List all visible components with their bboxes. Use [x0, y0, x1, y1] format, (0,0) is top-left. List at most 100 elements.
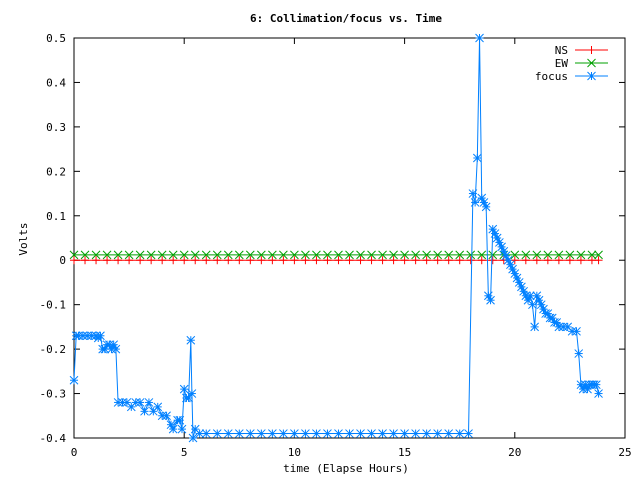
y-tick-label: -0.4 — [40, 432, 67, 445]
data-point-ns — [334, 256, 343, 265]
data-point-focus — [201, 429, 211, 438]
data-point-ew — [378, 250, 387, 260]
data-point-ew — [312, 250, 321, 260]
data-point-focus — [301, 429, 310, 438]
data-point-focus — [96, 331, 105, 341]
data-point-focus — [356, 429, 365, 438]
data-point-ew — [422, 250, 431, 260]
data-point-ns — [378, 256, 387, 265]
series-focus — [69, 33, 603, 443]
data-point-ew — [245, 250, 255, 260]
data-point-ew — [532, 250, 542, 260]
data-point-focus — [367, 429, 376, 438]
data-point-ew — [356, 250, 365, 260]
data-point-focus — [279, 429, 288, 438]
data-point-focus — [69, 375, 79, 385]
axes-layer — [73, 37, 626, 439]
x-tick-label: 0 — [71, 446, 78, 459]
data-point-ns — [191, 256, 200, 265]
x-tick-label: 25 — [618, 446, 631, 459]
data-point-focus — [153, 402, 163, 412]
data-point-focus — [534, 295, 544, 305]
data-point-ew — [334, 250, 343, 260]
data-point-focus — [567, 326, 577, 336]
data-point-ns — [521, 256, 530, 265]
y-tick-label: -0.3 — [40, 388, 67, 401]
data-point-ew — [157, 250, 167, 260]
data-point-focus — [591, 380, 601, 390]
data-point-ew — [433, 250, 443, 260]
data-point-ew — [113, 250, 123, 260]
data-point-ns — [594, 256, 603, 265]
data-point-focus — [177, 424, 187, 434]
data-point-ew — [367, 250, 376, 260]
data-point-ns — [125, 256, 134, 265]
data-point-focus — [444, 429, 454, 438]
data-point-ew — [400, 250, 409, 260]
data-point-focus — [175, 415, 185, 425]
data-point-ns — [422, 256, 431, 265]
data-point-ns — [576, 256, 585, 265]
data-point-focus — [400, 429, 409, 438]
data-point-ns — [400, 256, 409, 265]
data-point-ew — [488, 250, 498, 260]
data-point-focus — [464, 429, 473, 438]
data-point-focus — [184, 393, 193, 403]
data-point-focus — [148, 406, 158, 416]
data-point-focus — [212, 429, 222, 438]
series-ew — [69, 250, 603, 260]
data-point-focus — [422, 429, 431, 438]
x-tick-label: 10 — [288, 446, 301, 459]
data-point-ns — [213, 256, 222, 265]
data-point-ns — [323, 256, 332, 265]
data-point-ns — [224, 256, 233, 265]
legend-label-ew: EW — [555, 57, 569, 70]
data-point-ns — [180, 256, 189, 265]
data-point-focus — [530, 322, 539, 332]
data-point-focus — [179, 384, 189, 394]
y-tick-label: 0.4 — [46, 76, 66, 89]
data-point-focus — [334, 429, 343, 438]
data-point-ns — [70, 256, 78, 265]
data-point-ns — [543, 256, 552, 265]
data-point-focus — [186, 335, 196, 345]
data-point-ew — [212, 250, 222, 260]
data-point-ns — [103, 256, 112, 265]
legend-label-focus: focus — [535, 70, 568, 83]
data-point-focus — [455, 429, 465, 438]
data-point-ew — [587, 250, 597, 260]
legend-marker-ew — [587, 58, 596, 68]
data-point-ew — [554, 250, 564, 260]
data-point-focus — [468, 189, 478, 198]
data-point-focus — [475, 33, 484, 43]
data-point-focus — [528, 300, 537, 310]
data-point-focus — [195, 429, 204, 438]
data-point-focus — [470, 198, 480, 207]
data-point-ew — [521, 250, 531, 260]
data-point-ew — [179, 250, 189, 260]
data-point-ns — [389, 256, 398, 265]
data-point-ns — [257, 256, 266, 265]
data-point-ew — [223, 250, 233, 260]
data-point-ew — [256, 250, 266, 260]
data-point-focus — [574, 349, 584, 358]
ticks-layer: 0 5 10 15 20 25 -0.4 -0.3 -0.2 -0.1 0 0.1 0.2 0.3 0.4 0… — [40, 32, 632, 459]
legend-marker-ns — [587, 46, 596, 54]
data-point-focus — [168, 424, 178, 434]
data-point-ew — [576, 250, 586, 260]
data-point-ns — [466, 256, 475, 265]
data-point-focus — [481, 202, 491, 212]
data-point-ns — [356, 256, 365, 265]
data-point-ns — [147, 256, 156, 265]
data-point-focus — [290, 429, 299, 438]
data-point-focus — [256, 429, 266, 438]
data-point-ew — [91, 250, 101, 260]
data-point-ew — [444, 250, 454, 260]
data-point-ns — [312, 256, 321, 265]
data-point-ns — [367, 256, 376, 265]
legend-marker-focus — [587, 71, 596, 81]
chart-title: 6: Collimation/focus vs. Time — [250, 12, 442, 25]
data-point-ns — [202, 256, 211, 265]
